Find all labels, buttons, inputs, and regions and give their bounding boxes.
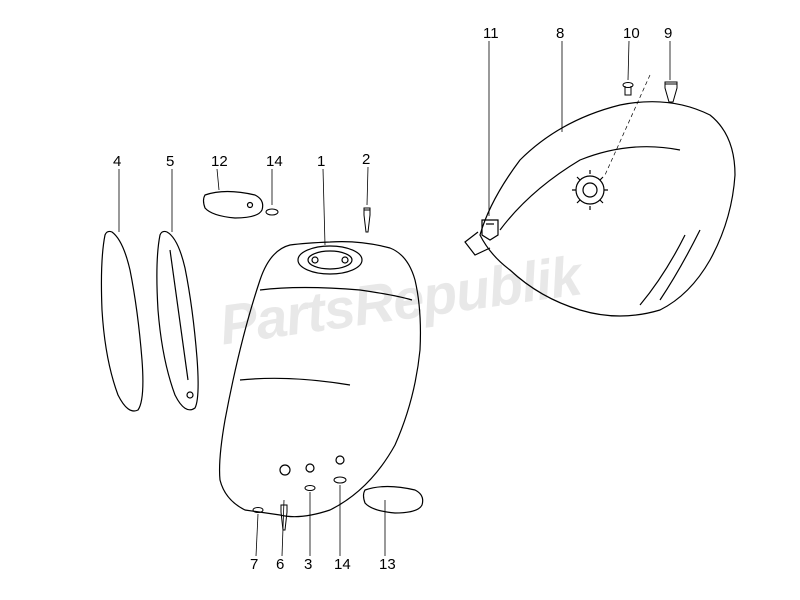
callout-2: 2 <box>362 151 370 168</box>
side-panel-5 <box>157 231 198 409</box>
screw-2 <box>364 208 370 232</box>
washer-3 <box>305 486 315 491</box>
callout-14: 14 <box>334 556 351 573</box>
exploded-diagram <box>0 0 800 600</box>
callout-9: 9 <box>664 25 672 42</box>
callout-8: 8 <box>556 25 564 42</box>
callout-1: 1 <box>317 153 325 170</box>
rear-fender-part <box>465 102 735 316</box>
diagram-svg <box>0 0 800 600</box>
callout-4: 4 <box>113 153 121 170</box>
screw-10 <box>623 83 633 96</box>
callout-10: 10 <box>623 25 640 42</box>
washer-14-top <box>266 209 278 215</box>
callout-5: 5 <box>166 153 174 170</box>
callout-7: 7 <box>250 556 258 573</box>
callout-3: 3 <box>304 556 312 573</box>
callout-12: 12 <box>211 153 228 170</box>
screw-9 <box>665 82 677 102</box>
callout-13: 13 <box>379 556 396 573</box>
front-fender-part <box>220 242 421 517</box>
side-panel-4 <box>101 231 142 411</box>
callout-6: 6 <box>276 556 284 573</box>
top-trim-12 <box>204 192 263 219</box>
callout-11: 11 <box>483 25 499 42</box>
bottom-trim-13 <box>364 487 423 514</box>
callout-14: 14 <box>266 153 283 170</box>
washer-14-bottom <box>334 477 346 483</box>
